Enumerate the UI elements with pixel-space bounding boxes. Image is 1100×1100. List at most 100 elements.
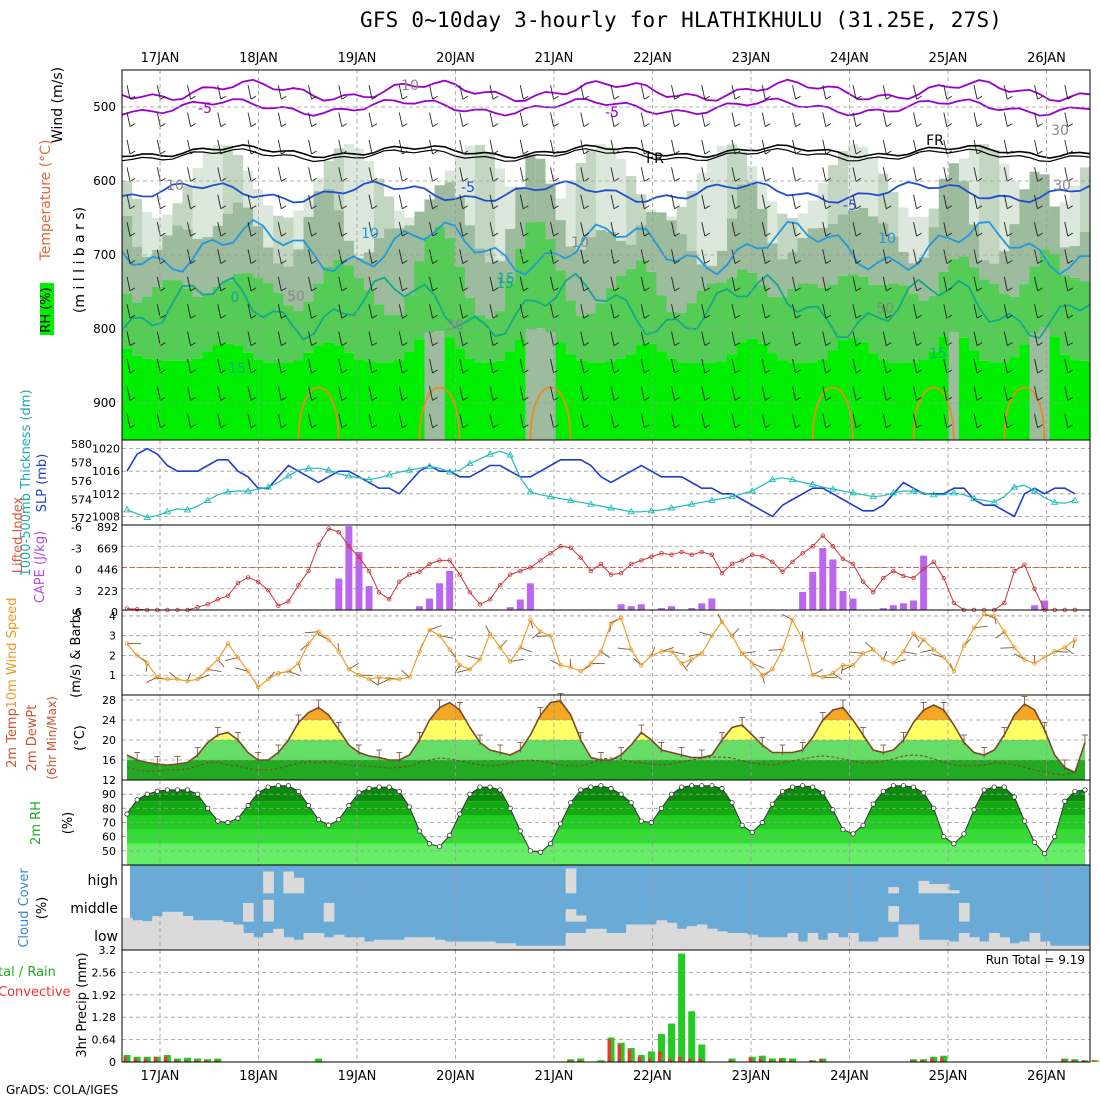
rh-band-bright: [1009, 357, 1021, 440]
cape-left-tick-3: 3: [75, 585, 82, 598]
wind-barb: [943, 112, 948, 127]
wind-barb: [277, 139, 282, 155]
wind-barb-flag: [129, 342, 136, 347]
rh-band-light: [192, 168, 204, 240]
wind-barb-flag: [855, 205, 862, 210]
rh-band-mid: [474, 248, 486, 316]
wind-barb: [398, 331, 403, 346]
date-label-bottom-3: 20JAN: [436, 1069, 475, 1084]
wind-barb: [580, 276, 585, 291]
wind-barb-flag: [341, 396, 348, 401]
cloud-low-fill: [273, 928, 284, 950]
rh-right-label: (%): [61, 812, 76, 835]
wind-barb-flag: [886, 123, 892, 127]
rh-band-light: [1069, 185, 1081, 247]
wind-barb: [550, 167, 554, 182]
rh-band-bright: [1019, 344, 1031, 440]
li-point: [467, 590, 473, 595]
wind-point: [1042, 655, 1047, 660]
wind-barb-flag: [190, 177, 196, 182]
wind-barb: [943, 85, 948, 100]
wind-barb: [1034, 139, 1038, 155]
wind-point: [457, 663, 462, 668]
wind-barb-flag: [523, 123, 529, 127]
wind-barb: [1034, 358, 1038, 374]
rh-band-bright: [817, 359, 829, 440]
cloud-high-bar: [565, 868, 577, 894]
thickness-point: [808, 480, 817, 487]
wind-barb-10m: [688, 653, 702, 657]
rh-band-light: [364, 161, 375, 253]
wind-barb: [277, 167, 282, 182]
rh-band-mid: [948, 163, 960, 260]
wind-barb: [429, 331, 433, 346]
rh-band-bright: [948, 332, 960, 440]
wind-barb-flag: [976, 150, 983, 155]
rh-band-white: [515, 70, 526, 204]
li-point: [508, 572, 513, 577]
precip-conv-bar: [647, 1058, 652, 1062]
li-point: [215, 597, 220, 602]
rh-band-mid: [565, 246, 577, 301]
wind-barb-flag: [613, 369, 620, 374]
rh-band-green: [948, 259, 960, 333]
cape-bar: [910, 600, 918, 610]
rh-band-green: [716, 282, 728, 362]
rh-band-mid: [918, 257, 930, 301]
rh-band-green: [878, 284, 889, 361]
wind-barb-flag: [855, 314, 862, 319]
wind-barb-flag: [281, 287, 287, 292]
wind-barb-flag: [432, 424, 438, 429]
cloud-low-fill: [848, 933, 859, 950]
wind-point: [134, 653, 140, 658]
rh-band-white: [122, 70, 133, 181]
wind-point: [598, 649, 604, 654]
cloud-low-fill: [777, 937, 789, 950]
date-label-bottom-7: 24JAN: [830, 1069, 869, 1084]
wind-barb-flag: [432, 314, 438, 319]
rh-band-mid: [777, 259, 789, 298]
cloud-low-fill: [263, 933, 274, 950]
t2m-tick-3: 16: [102, 754, 116, 767]
wind-barb-flag: [402, 205, 408, 210]
rh-band-light: [848, 144, 859, 211]
wind-barb: [761, 276, 766, 291]
cape-bar: [879, 608, 887, 610]
wind-barb: [580, 413, 585, 428]
rh-band-bright: [797, 363, 809, 440]
wind-barb-flag: [220, 314, 227, 319]
cloud-low-fill: [646, 924, 658, 950]
precip-conv-bar: [1061, 1059, 1065, 1062]
wind-point: [427, 627, 432, 632]
rh-band-bright: [444, 337, 456, 440]
rh-band-white: [232, 70, 244, 155]
wind-point: [649, 653, 654, 658]
wind-barb-10m: [671, 651, 685, 655]
rh-point: [547, 841, 554, 847]
rh-point: [991, 784, 997, 790]
wind-barb-flag: [402, 424, 408, 429]
rh-band-bright: [656, 351, 668, 440]
wind-barb-flag: [492, 232, 499, 237]
precip-conv-bar: [173, 1060, 178, 1062]
wind-barb-flag: [371, 232, 378, 237]
rh-band-bright: [747, 338, 758, 440]
wind-barb-flag: [734, 342, 741, 347]
date-label-bottom-4: 21JAN: [535, 1069, 574, 1084]
wind-barb: [308, 413, 312, 428]
rh-band-white: [636, 70, 647, 195]
wind-barb: [671, 331, 675, 346]
rh-band-bright: [404, 351, 416, 440]
rh-band-white: [646, 70, 658, 210]
wind-barb: [489, 276, 494, 291]
wind-point: [1062, 645, 1067, 650]
li-point: [800, 551, 805, 556]
wind-barb-flag: [190, 369, 196, 374]
li-point: [528, 565, 533, 570]
rh-band-green: [212, 286, 224, 345]
precip-conv-bar: [809, 1060, 813, 1062]
rh-band-light: [585, 149, 597, 238]
thickness-point: [183, 506, 192, 513]
cloud-low-fill: [182, 916, 194, 950]
wind-barb-flag: [341, 260, 348, 264]
